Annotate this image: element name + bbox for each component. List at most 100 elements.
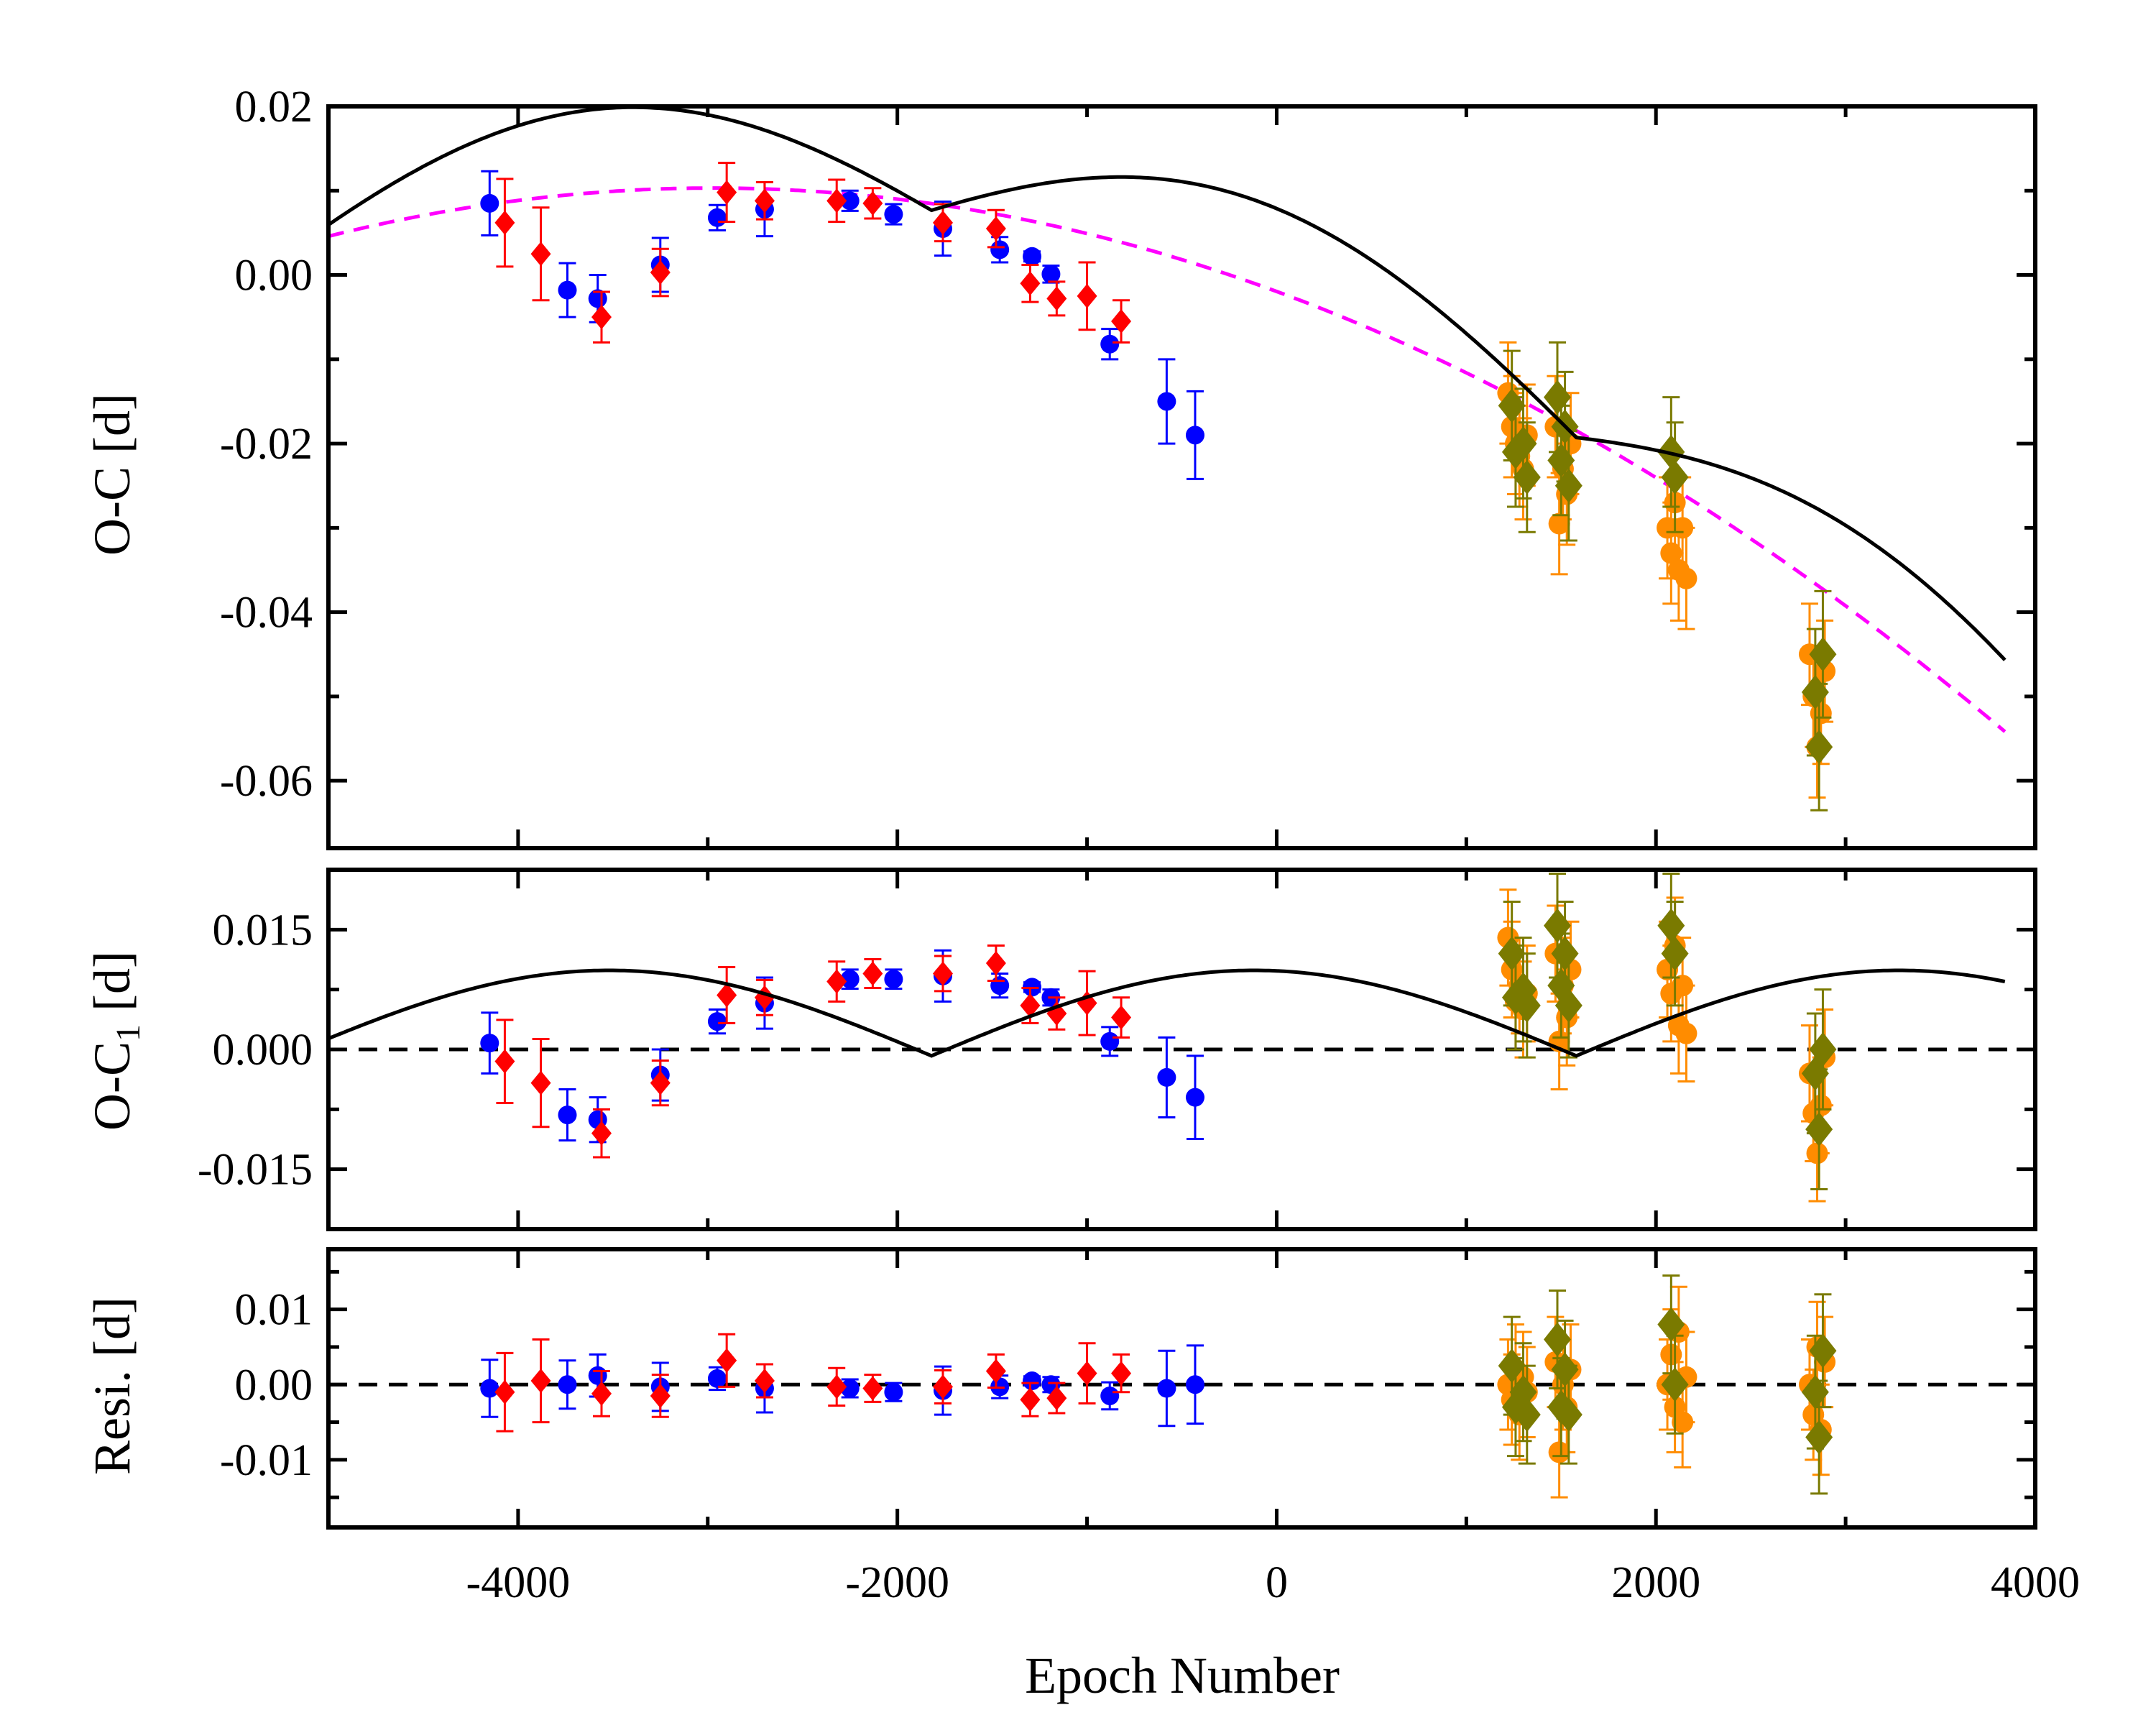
oc-red-diamonds-point	[494, 210, 515, 235]
resi-blue-circles-point	[1100, 1386, 1120, 1405]
oc-orange-circles-point	[1672, 517, 1694, 539]
oc-quadratic-curve	[328, 186, 2007, 733]
oc1-y-tick-label: -0.015	[198, 1146, 313, 1195]
oc1-marks	[328, 873, 2035, 1203]
oc-olive-diamonds-point	[1809, 637, 1837, 672]
resi-blue-circles-point	[840, 1379, 860, 1398]
oc1-red-diamonds-point	[494, 1049, 515, 1074]
oc1-blue-circles-point	[558, 1105, 577, 1125]
resi-axes: 0.01 0.00 -0.01	[220, 1247, 2037, 1530]
resi-red-diamonds-point	[1111, 1361, 1132, 1386]
resi-frame	[326, 1247, 2037, 1530]
oc-blue-circles-point	[1041, 265, 1061, 284]
oc1-panel: 0.015 0.000 -0.015 O-C1 [d]	[83, 868, 2037, 1231]
oc-red-diamonds-point	[933, 210, 953, 235]
resi-olive-diamonds-point	[1544, 1322, 1571, 1357]
resi-y-axis-title: Resi. [d]	[83, 1297, 141, 1475]
oc1-olive-diamonds-point	[1661, 936, 1689, 971]
oc-olive-diamonds-point	[1498, 388, 1526, 423]
resi-blue-circles-point	[588, 1366, 607, 1385]
oc1-olive-diamonds-point	[1657, 908, 1685, 943]
resi-red-diamonds-point	[717, 1348, 737, 1373]
resi-blue-circles-point	[1185, 1375, 1204, 1394]
oc-y-tick-label: -0.06	[220, 757, 313, 806]
oc1-red-diamonds-point	[717, 983, 737, 1008]
resi-olive-diamonds-point	[1661, 1367, 1689, 1402]
resi-red-diamonds-point	[826, 1374, 847, 1399]
resi-orange-circles-point	[1672, 1411, 1694, 1433]
resi-olive-diamonds-point	[1554, 1397, 1583, 1433]
oc-y-tick-label: 0.00	[235, 252, 313, 300]
oc1-olive-diamonds-point	[1809, 1032, 1837, 1067]
resi-marks	[328, 1274, 2035, 1499]
resi-olive-diamonds-point	[1805, 1420, 1833, 1455]
resi-red-diamonds-point	[1077, 1361, 1097, 1386]
oc1-blue-circles-point	[990, 976, 1010, 996]
oc-olive-diamonds-point	[1805, 730, 1833, 765]
oc-blue-circles-point	[1185, 426, 1204, 445]
resi-blue-circles-point	[1023, 1371, 1042, 1391]
oc-blue-circles-point	[1100, 334, 1120, 354]
oc1-olive-diamonds-point	[1513, 988, 1541, 1023]
oc-panel: 0.02 0.00 -0.02 -0.04 -0.06 O-C [d]	[83, 83, 2037, 850]
resi-y-tick-label: 0.01	[235, 1286, 313, 1335]
oc1-blue-circles-point	[707, 1012, 727, 1031]
oc1-olive-diamonds-point	[1805, 1112, 1833, 1147]
oc1-red-diamonds-point	[826, 969, 847, 994]
oc-red-diamonds-point	[1077, 283, 1097, 308]
resi-red-diamonds-point	[933, 1374, 953, 1399]
oc1-red-diamonds-point	[650, 1070, 671, 1095]
oc-olive-diamonds-point	[1801, 675, 1829, 710]
resi-blue-circles-point	[1157, 1379, 1176, 1398]
oc-blue-circles-point	[1157, 392, 1176, 411]
resi-orange-circles-point	[1548, 1441, 1570, 1463]
oc-orange-circles-point	[1657, 517, 1679, 539]
resi-plot-area	[328, 1274, 2035, 1499]
oc-red-diamonds-point	[1020, 271, 1041, 296]
oc1-red-diamonds-point	[1020, 993, 1041, 1018]
resi-panel: 0.01 0.00 -0.01 Resi. [d]	[83, 1247, 2037, 1530]
oc-red-diamonds-point	[650, 260, 671, 285]
resi-olive-diamonds-point	[1551, 1352, 1579, 1387]
oc1-y-axis-title-main: O-C	[83, 1042, 141, 1131]
x-tick-label: -2000	[845, 1558, 949, 1607]
oc1-y-tick-label: 0.000	[213, 1026, 313, 1075]
oc1-red-diamonds-point	[591, 1121, 612, 1146]
oc-red-diamonds-point	[717, 180, 737, 205]
oc-y-tick-label: -0.04	[220, 589, 313, 638]
oc1-orange-circles-point	[1810, 1094, 1832, 1116]
resi-blue-circles-point	[884, 1382, 903, 1402]
oc-red-diamonds-point	[530, 242, 551, 267]
oc-olive-diamonds-point	[1547, 443, 1575, 478]
x-tick-label: 4000	[1991, 1558, 2080, 1607]
oc-red-diamonds-point	[591, 305, 612, 330]
oc1-red-diamonds-series	[494, 944, 1132, 1159]
oc-y-tick-label: 0.02	[235, 83, 313, 132]
resi-olive-diamonds-point	[1657, 1307, 1685, 1342]
oc1-y-axis-title-unit: [d]	[83, 951, 141, 1024]
resi-red-diamonds-point	[530, 1369, 551, 1394]
oc1-blue-circles-point	[1185, 1088, 1204, 1107]
resi-olive-diamonds-point	[1513, 1397, 1541, 1433]
oc1-fit-curve	[328, 968, 2006, 1058]
oc-blue-circles-point	[840, 191, 860, 211]
x-axis-title: Epoch Number	[1025, 1647, 1340, 1704]
oc-orange-circles-point	[1548, 512, 1570, 535]
oc1-olive-diamonds-point	[1498, 936, 1526, 971]
resi-olive-diamonds-point	[1809, 1333, 1837, 1369]
x-tick-label: 0	[1266, 1558, 1288, 1607]
oc1-axes: 0.015 0.000 -0.015	[198, 868, 2037, 1231]
oc1-orange-circles-point	[1672, 975, 1694, 997]
resi-red-diamonds-series	[494, 1333, 1132, 1433]
oc-marks	[328, 106, 2007, 812]
oc-red-diamonds-point	[754, 188, 775, 213]
x-axis-tick-labels: -4000 -2000 0 2000 4000	[466, 1558, 2080, 1607]
oc-red-diamonds-point	[1046, 286, 1067, 311]
resi-olive-diamonds-point	[1801, 1374, 1829, 1410]
resi-red-diamonds-point	[1046, 1386, 1067, 1411]
oc1-olive-diamonds-point	[1551, 936, 1579, 971]
oc-red-diamonds-point	[1111, 309, 1132, 334]
oc-red-diamonds-point	[985, 216, 1006, 242]
oc1-blue-circles-point	[1100, 1031, 1120, 1051]
oc-blue-circles-point	[884, 205, 903, 224]
